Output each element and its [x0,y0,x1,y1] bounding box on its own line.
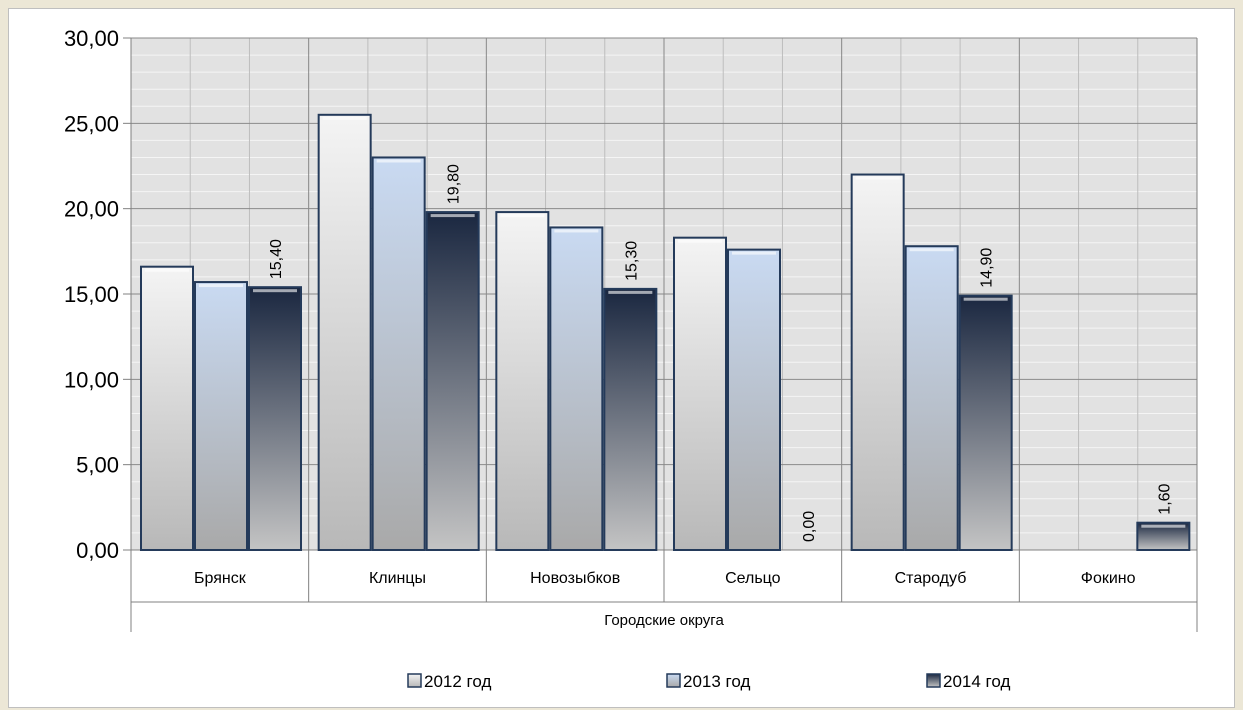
bar [727,248,781,551]
y-tick-label: 15,00 [64,282,119,307]
data-label: 15,40 [268,239,285,279]
y-tick-label: 20,00 [64,197,119,222]
category-label: Стародуб [895,570,967,587]
data-label: 15,30 [623,241,640,281]
data-label: 0,00 [801,511,818,542]
legend-label: 2014 год [943,672,1010,691]
bar-highlight [678,239,722,243]
bar [603,287,658,551]
y-tick-label: 25,00 [64,111,119,136]
bar [850,173,905,552]
legend-swatch [407,673,422,688]
bar [140,265,194,551]
y-tick-label: 0,00 [76,538,119,563]
y-tick-label: 30,00 [64,26,119,51]
data-label: 19,80 [446,164,463,204]
bar [904,245,959,551]
legend-label: 2012 год [424,672,491,691]
bar [194,281,248,551]
bar-highlight [909,248,954,252]
bar [371,156,426,551]
data-label: 14,90 [979,248,996,288]
bar-highlight [500,214,545,218]
bar [549,226,604,551]
bar-highlight [199,284,243,288]
legend-swatch [666,673,681,688]
legend-label: 2013 год [683,672,750,691]
bar-highlight [145,268,189,272]
bar-highlight [322,116,367,120]
legend-swatch [926,673,941,688]
bar [248,286,302,551]
bar-highlight [554,229,599,233]
bar-highlight [963,297,1008,301]
group-label: Городские округа [604,612,724,629]
bar-highlight [732,251,776,255]
bar [317,113,372,552]
bar [425,211,480,552]
y-tick-label: 10,00 [64,367,119,392]
y-tick-label: 5,00 [76,453,119,478]
bar-highlight [1141,524,1186,528]
bar-highlight [430,214,475,218]
bar [495,211,550,552]
bar-highlight [376,159,421,163]
data-label: 1,60 [1156,483,1173,514]
category-label: Клинцы [369,570,426,587]
bar-highlight [253,289,297,293]
bar-highlight [608,290,653,294]
category-label: Фокино [1081,570,1136,587]
bar-highlight [855,176,900,180]
bar [673,236,727,551]
category-label: Сельцо [725,570,781,587]
bar [958,294,1013,551]
category-label: Брянск [194,570,247,587]
category-label: Новозыбков [530,570,620,587]
